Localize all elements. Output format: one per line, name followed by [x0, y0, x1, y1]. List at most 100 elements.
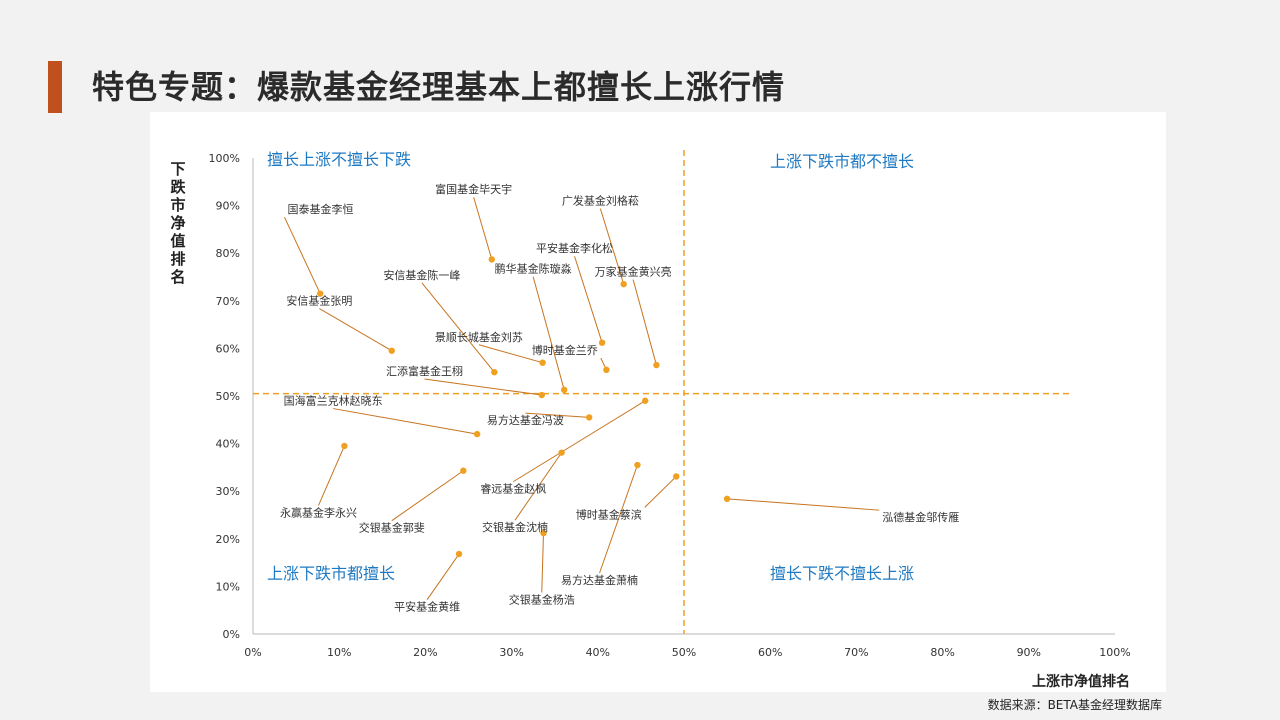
title-accent-bar	[48, 61, 62, 113]
data-point	[455, 550, 463, 558]
quadrant-label: 擅长下跌不擅长上涨	[770, 564, 914, 583]
leader-line	[473, 197, 493, 260]
point-label: 国海富兰克林赵晓东	[284, 394, 383, 408]
x-tick-label: 70%	[844, 646, 868, 659]
data-point	[488, 256, 495, 263]
x-tick-label: 30%	[499, 646, 523, 659]
point-label: 博时基金兰乔	[532, 343, 598, 357]
y-axis-title-char: 市	[170, 196, 185, 214]
chart-panel	[150, 112, 1166, 692]
x-tick-label: 0%	[244, 646, 261, 659]
data-point	[388, 347, 395, 354]
quadrant-label: 上涨下跌市都擅长	[267, 564, 395, 583]
point-label: 景顺长城基金刘苏	[435, 330, 523, 344]
data-point	[560, 386, 568, 394]
data-point	[558, 449, 565, 456]
x-tick-label: 90%	[1017, 646, 1041, 659]
y-tick-label: 20%	[216, 533, 240, 546]
y-tick-label: 30%	[216, 485, 240, 498]
data-point	[603, 366, 610, 374]
leader-line	[333, 408, 478, 435]
page-title: 特色专题：爆款基金经理基本上都擅长上涨行情	[92, 68, 786, 106]
point-label: 易方达基金冯波	[487, 413, 564, 427]
data-point	[341, 442, 348, 450]
point-label: 万家基金黄兴亮	[595, 265, 672, 279]
quadrant-dividers	[253, 150, 1072, 634]
point-label: 交银基金郭斐	[359, 521, 425, 535]
leader-line	[574, 256, 603, 343]
data-point	[634, 461, 641, 469]
data-point	[317, 290, 324, 297]
point-label: 睿远基金赵枫	[480, 482, 546, 496]
y-tick-label: 40%	[216, 438, 240, 451]
point-label: 交银基金沈楠	[482, 520, 548, 534]
leader-line	[599, 464, 638, 574]
point-label: 易方达基金萧楠	[561, 573, 638, 587]
leader-line	[525, 412, 590, 418]
data-point	[642, 397, 649, 404]
y-tick-label: 100%	[209, 152, 240, 165]
data-points	[317, 256, 731, 558]
x-tick-label: 50%	[672, 646, 696, 659]
y-axis-title-char: 净	[170, 214, 185, 232]
y-tick-label: 90%	[216, 200, 240, 213]
point-label: 富国基金毕天宇	[435, 182, 512, 196]
y-tick-label: 70%	[216, 295, 240, 308]
data-point	[585, 414, 593, 421]
point-label: 广发基金刘格菘	[562, 194, 639, 208]
y-axis-title-char: 排	[170, 250, 185, 268]
point-label: 交银基金杨浩	[509, 593, 575, 607]
data-point	[723, 495, 731, 503]
point-label: 鹏华基金陈璇淼	[495, 262, 572, 276]
data-point	[539, 359, 546, 366]
leader-line	[644, 476, 677, 508]
y-axis-title-char: 名	[170, 268, 185, 286]
chart-axes: 0% 10% 20% 30% 40% 50% 60% 70% 80% 90% 100% 0% 10% 20…	[209, 152, 1131, 659]
y-tick-label: 80%	[216, 247, 240, 260]
x-tick-label: 40%	[586, 646, 610, 659]
point-label: 平安基金黄维	[394, 600, 460, 614]
leader-line	[513, 400, 646, 483]
leader-line	[391, 470, 464, 522]
data-point	[620, 280, 627, 288]
leader-line	[541, 533, 544, 593]
x-tick-label: 100%	[1099, 646, 1130, 659]
point-label: 安信基金张明	[286, 294, 352, 308]
point-label: 汇添富基金王栩	[386, 364, 463, 378]
data-source-note: 数据来源：BETA基金经理数据库	[987, 698, 1162, 712]
x-tick-label: 10%	[327, 646, 351, 659]
leader-lines	[284, 197, 880, 600]
data-point	[538, 391, 545, 399]
data-point	[473, 430, 481, 438]
data-point	[460, 467, 467, 474]
y-tick-label: 60%	[216, 342, 240, 355]
point-label: 安信基金陈一峰	[383, 268, 460, 282]
data-point	[491, 369, 498, 376]
leader-line	[318, 445, 345, 506]
y-tick-label: 50%	[216, 390, 240, 403]
leader-line	[478, 344, 543, 364]
leader-line	[426, 553, 460, 600]
leader-line	[514, 452, 563, 521]
leader-line	[532, 276, 565, 390]
x-tick-label: 80%	[930, 646, 954, 659]
leader-line	[599, 208, 625, 285]
leader-line	[632, 279, 657, 366]
x-tick-label: 60%	[758, 646, 782, 659]
point-label: 泓德基金邬传雁	[882, 510, 959, 524]
point-label: 平安基金李化松	[536, 241, 613, 255]
y-tick-label: 10%	[216, 580, 240, 593]
point-label: 国泰基金李恒	[287, 202, 353, 216]
leader-line	[424, 378, 542, 396]
leader-line	[319, 308, 393, 352]
leader-line	[284, 217, 321, 294]
quadrant-label: 上涨下跌市都不擅长	[770, 152, 914, 171]
data-point	[540, 529, 547, 537]
x-axis-title: 上涨市净值排名	[1032, 673, 1130, 690]
scatter-chart: 0% 10% 20% 30% 40% 50% 60% 70% 80% 90% 100% 0% 10% 20…	[170, 150, 1131, 690]
y-axis-title-char: 值	[170, 232, 185, 250]
leader-line	[727, 498, 880, 511]
leader-line	[421, 282, 495, 373]
